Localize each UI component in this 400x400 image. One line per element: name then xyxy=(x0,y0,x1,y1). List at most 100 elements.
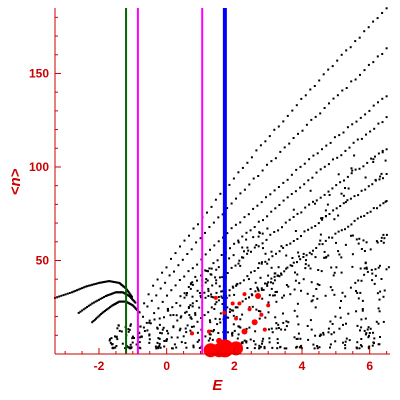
scatter-point xyxy=(294,230,297,232)
scatter-point xyxy=(161,328,164,331)
scatter-point xyxy=(365,267,368,270)
curve-point xyxy=(108,280,111,283)
scatter-point xyxy=(363,267,366,270)
scatter-point xyxy=(194,275,197,278)
curve-point xyxy=(104,295,107,297)
scatter-point xyxy=(148,319,151,322)
scatter-point xyxy=(364,317,367,320)
scatter-point xyxy=(209,248,211,251)
x-tick-label: 0 xyxy=(163,359,170,373)
scatter-point xyxy=(237,241,240,244)
scatter-point xyxy=(204,281,207,284)
curve-point xyxy=(82,308,85,311)
scatter-point xyxy=(174,252,177,255)
scatter-point xyxy=(321,217,324,219)
scatter-point xyxy=(295,104,298,107)
scatter-point xyxy=(312,154,315,157)
highlight-point xyxy=(215,339,234,358)
scatter-point xyxy=(309,189,312,192)
scatter-point xyxy=(346,175,349,178)
scatter-point xyxy=(145,321,148,324)
scatter-point xyxy=(324,215,327,218)
curve-point xyxy=(96,282,99,285)
scatter-point xyxy=(156,326,159,329)
scatter-point xyxy=(278,204,281,206)
scatter-point xyxy=(233,242,236,245)
scatter-point xyxy=(115,335,118,338)
highlight-point xyxy=(247,307,252,312)
x-axis-label: E xyxy=(212,377,223,394)
scatter-point xyxy=(109,338,111,341)
curve-point xyxy=(92,301,95,304)
scatter-point xyxy=(310,300,313,303)
scatter-point xyxy=(285,254,288,257)
scatter-point xyxy=(332,158,334,161)
scatter-point xyxy=(252,177,255,180)
scatter-point xyxy=(337,230,340,233)
curve-point xyxy=(107,307,110,310)
scatter-point xyxy=(360,279,363,282)
curve-point xyxy=(109,280,112,283)
scatter-point xyxy=(371,344,374,347)
scatter-point xyxy=(189,287,192,290)
scatter-point xyxy=(350,167,353,170)
scatter-point xyxy=(190,317,193,320)
scatter-point xyxy=(276,290,278,293)
scatter-point xyxy=(296,273,299,276)
scatter-point xyxy=(179,245,181,248)
scatter-point xyxy=(117,324,120,327)
scatter-point xyxy=(302,256,305,258)
scatter-point xyxy=(335,241,337,244)
scatter-point xyxy=(382,202,385,205)
scatter-point xyxy=(327,331,330,334)
scatter-point xyxy=(282,246,285,249)
scatter-point xyxy=(363,273,366,276)
curve-point xyxy=(126,289,129,292)
scatter-point xyxy=(364,261,367,264)
scatter-point xyxy=(266,284,269,287)
scatter-point xyxy=(219,192,222,195)
scatter-point xyxy=(146,305,149,308)
scatter-point xyxy=(349,46,352,49)
scatter-point xyxy=(179,327,182,330)
x-tick-label: 2 xyxy=(231,359,238,373)
scatter-point xyxy=(262,337,265,340)
scatter-point xyxy=(261,297,264,300)
scatter-point xyxy=(315,288,318,290)
scatter-point xyxy=(217,332,220,334)
scatter-point xyxy=(379,290,382,293)
scatter-point xyxy=(323,193,326,196)
scatter-point xyxy=(260,262,263,265)
scatter-point xyxy=(171,306,174,309)
scatter-point xyxy=(237,171,240,174)
scatter-point xyxy=(287,285,290,288)
scatter-point xyxy=(367,63,370,66)
scatter-point xyxy=(221,290,224,293)
scatter-point xyxy=(334,340,337,343)
curve-point xyxy=(113,291,116,294)
scatter-point xyxy=(354,281,357,284)
curve-point xyxy=(79,287,82,290)
scatter-point xyxy=(133,337,135,339)
scatter-point xyxy=(333,271,336,274)
scatter-point xyxy=(305,254,308,257)
scatter-point xyxy=(287,321,290,324)
scatter-point xyxy=(329,343,332,346)
scatter-point xyxy=(229,247,231,250)
scatter-point xyxy=(213,244,216,247)
scatter-point xyxy=(360,137,363,140)
scatter-point xyxy=(348,339,351,342)
scatter-point xyxy=(199,237,202,240)
scatter-point xyxy=(199,292,201,294)
x-tick-label: -2 xyxy=(94,359,105,373)
scatter-point xyxy=(196,320,199,323)
scatter-point xyxy=(293,336,296,339)
scatter-point xyxy=(331,65,334,68)
scatter-point xyxy=(212,330,215,333)
scatter-point xyxy=(208,226,211,228)
scatter-point xyxy=(277,323,280,326)
scatter-point xyxy=(316,283,319,286)
scatter-point xyxy=(226,207,229,210)
scatter-point xyxy=(127,328,130,331)
scatter-point xyxy=(267,274,270,277)
